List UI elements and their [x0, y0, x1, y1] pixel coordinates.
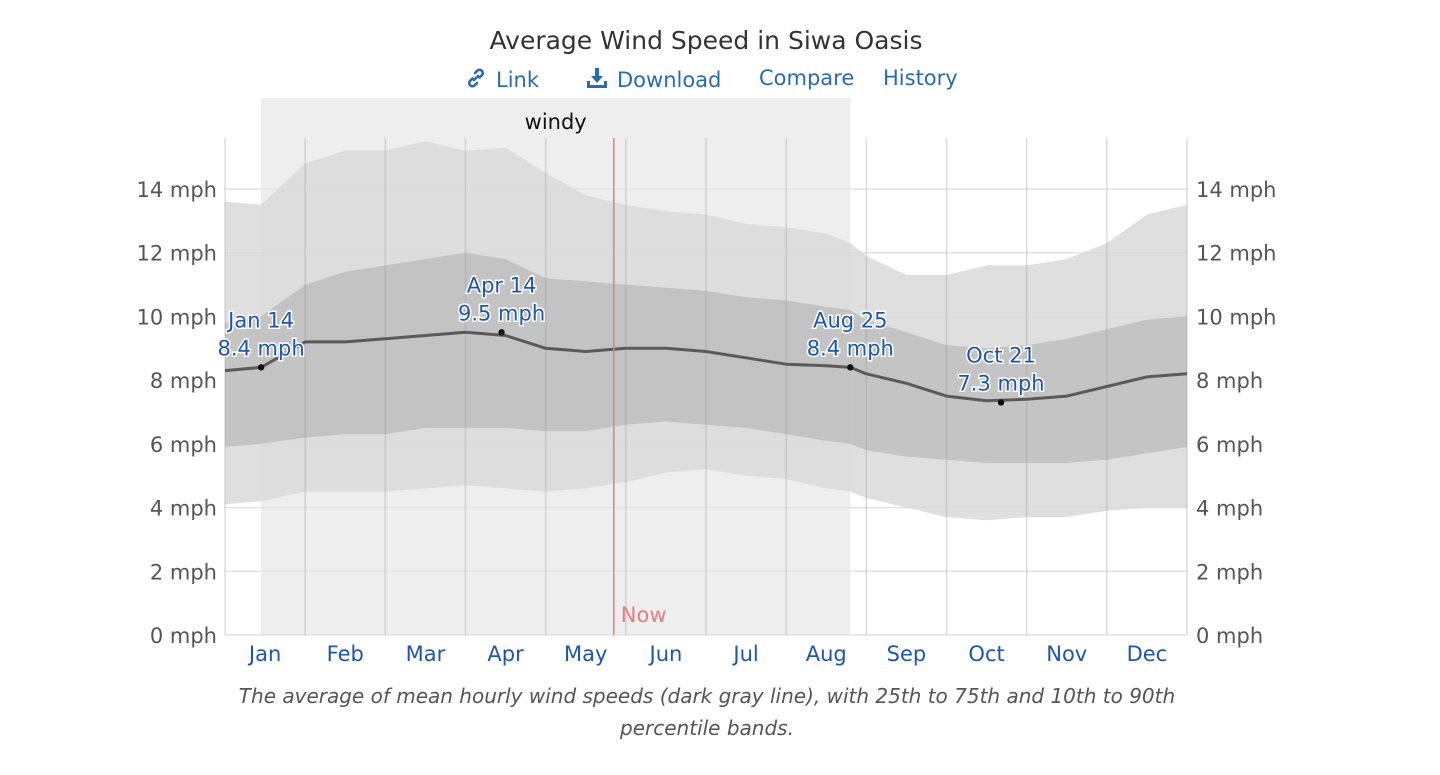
y-tick-label-left: 0 mph — [150, 624, 217, 648]
y-tick-label-left: 10 mph — [137, 305, 218, 329]
month-label-oct: Oct — [968, 642, 1004, 666]
windy-season-label: windy — [525, 110, 587, 134]
annotation-point — [997, 399, 1005, 406]
link-icon — [468, 68, 484, 88]
annotation-date: Oct 21 — [966, 343, 1036, 367]
download-button[interactable]: Download — [585, 66, 721, 92]
month-label-nov: Nov — [1046, 642, 1087, 666]
y-tick-label-right: 14 mph — [1196, 178, 1277, 202]
chart-toolbar: Link Download Compare History — [0, 66, 1440, 96]
y-tick-label-right: 12 mph — [1196, 242, 1277, 266]
annotation-point — [498, 329, 505, 336]
month-label-sep: Sep — [887, 642, 927, 666]
y-tick-label-right: 10 mph — [1196, 305, 1277, 329]
link-button[interactable]: Link — [464, 66, 539, 92]
month-label-apr: Apr — [487, 642, 524, 666]
download-label: Download — [617, 68, 722, 92]
y-tick-label-left: 4 mph — [150, 497, 217, 521]
y-tick-label-left: 8 mph — [150, 369, 217, 393]
month-label-jun: Jun — [648, 642, 683, 666]
annotation-date: Apr 14 — [467, 273, 537, 297]
y-tick-label-right: 6 mph — [1196, 433, 1263, 457]
month-label-may: May — [564, 642, 607, 666]
y-tick-label-left: 14 mph — [137, 178, 218, 202]
annotation-date: Jan 14 — [226, 308, 294, 332]
y-tick-label-left: 12 mph — [137, 242, 218, 266]
y-tick-label-left: 6 mph — [150, 433, 217, 457]
now-label: Now — [621, 603, 667, 627]
month-label-aug: Aug — [806, 642, 847, 666]
y-tick-label-right: 2 mph — [1196, 560, 1263, 584]
y-tick-label-left: 2 mph — [150, 560, 217, 584]
chart-title: Average Wind Speed in Siwa Oasis — [489, 26, 923, 55]
month-label-feb: Feb — [327, 642, 364, 666]
month-label-jul: Jul — [731, 642, 758, 666]
annotation-value: 8.4 mph — [807, 336, 894, 360]
mean-wind-line — [224, 330, 1188, 403]
download-icon — [587, 68, 607, 88]
annotation-value: 7.3 mph — [957, 371, 1044, 395]
y-tick-label-right: 0 mph — [1196, 624, 1263, 648]
link-label: Link — [496, 68, 540, 92]
annotation-value: 8.4 mph — [217, 336, 304, 360]
chart-caption: The average of mean hourly wind speeds (… — [238, 684, 1176, 740]
history-link[interactable]: History — [883, 66, 958, 90]
month-label-jan: Jan — [247, 642, 281, 666]
y-tick-label-right: 4 mph — [1196, 497, 1263, 521]
y-tick-label-right: 8 mph — [1196, 369, 1263, 393]
annotation-value: 9.5 mph — [458, 301, 545, 325]
annotation-point — [847, 364, 854, 371]
wind-speed-chart: windy 0 mph 0 mph 2 mph 2 mph 4 mph 4 mph 6 mph… — [137, 98, 1277, 666]
month-label-dec: Dec — [1127, 642, 1168, 666]
annotation-point — [257, 364, 265, 371]
month-label-mar: Mar — [406, 642, 446, 666]
band-25-75 — [225, 252, 1187, 463]
annotation-date: Aug 25 — [813, 308, 887, 332]
compare-link[interactable]: Compare — [759, 66, 855, 90]
